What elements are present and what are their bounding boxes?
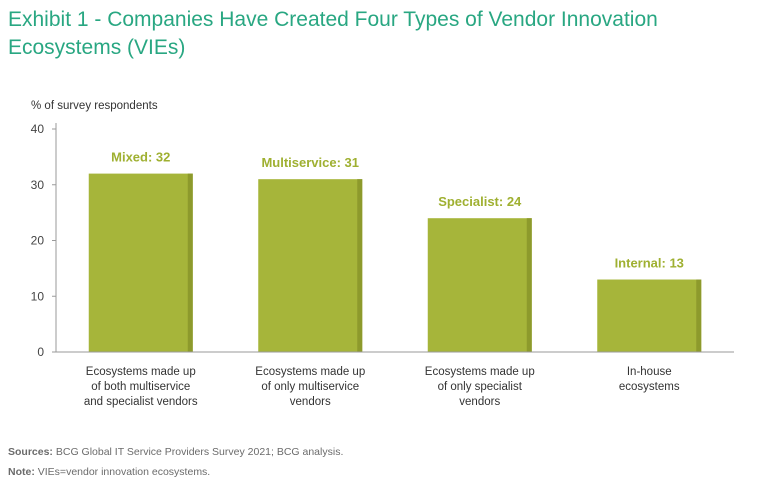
category-label-line: Ecosystems made up [425,366,535,378]
sources-note: Sources: BCG Global IT Service Providers… [8,446,343,458]
bar [88,173,193,352]
bar [258,179,363,352]
bar-shade [187,173,193,352]
bar-shade [696,279,702,352]
category-label-line: of only multiservice [261,381,359,393]
data-label: Mixed: 32 [111,150,170,165]
data-label: Internal: 13 [615,256,684,271]
category-label-line: of both multiservice [91,381,190,393]
y-tick-label: 10 [31,289,45,303]
data-label: Specialist: 24 [438,194,522,209]
bar [427,218,532,352]
y-axis-title: % of survey respondents [31,100,158,112]
y-tick-label: 40 [31,122,45,136]
bar [597,279,702,352]
category-label-line: vendors [459,396,500,408]
bar-shade [526,218,532,352]
chart-title: Exhibit 1 - Companies Have Created Four … [8,8,658,59]
category-label-line: Ecosystems made up [86,366,196,378]
category-label-line: and specialist vendors [84,396,198,408]
note-label: Note: [8,466,35,478]
category-label: Ecosystems made up of both multiservice an… [84,366,198,408]
sources-text: BCG Global IT Service Providers Survey 2… [52,446,344,458]
bar-shade [357,179,363,352]
y-tick-label: 20 [31,234,45,248]
category-label: Ecosystems made up of only multiservice ve… [255,366,365,408]
category-label-line: Ecosystems made up [255,366,365,378]
category-label-line: vendors [290,396,331,408]
footnotes: Sources: BCG Global IT Service Providers… [8,446,343,486]
y-tick-label: 0 [37,345,44,359]
y-tick-label: 30 [31,178,45,192]
category-label: Ecosystems made up of only specialist vend… [425,366,535,408]
bar-chart: % of survey respondents 0 10 20 30 40 Mixed: 3… [31,100,734,408]
category-label-line: In-house [627,366,672,378]
data-label: Multiservice: 31 [261,155,359,170]
category-label-line: of only specialist [438,381,523,393]
category-label: In-house ecosystems [619,366,680,393]
note: Note: VIEs=vendor innovation ecosystems. [8,466,343,478]
note-text: VIEs=vendor innovation ecosystems. [34,466,211,478]
sources-label: Sources: [8,446,53,458]
category-label-line: ecosystems [619,381,680,393]
